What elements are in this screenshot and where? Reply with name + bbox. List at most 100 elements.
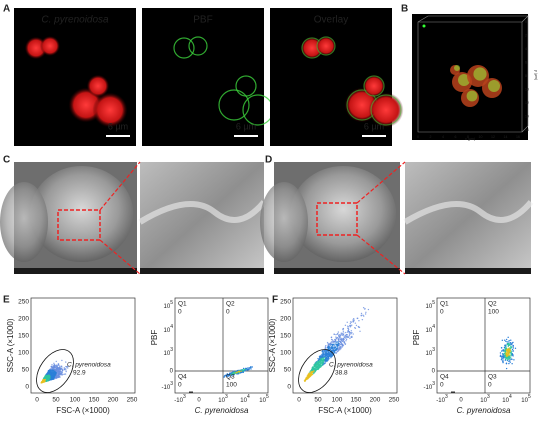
event [337, 333, 339, 335]
event [502, 361, 504, 364]
event [333, 333, 335, 336]
tick-exp: 5 [170, 300, 173, 306]
plot-frame [174, 297, 269, 394]
event [346, 331, 349, 333]
event [337, 348, 339, 350]
plot-frame [436, 297, 531, 394]
event [504, 359, 507, 361]
event [352, 333, 354, 335]
event [505, 338, 508, 341]
micrograph: Overlay 6 µm [270, 8, 404, 146]
event [321, 359, 323, 362]
tick-base: 10 [521, 398, 528, 404]
event [344, 335, 347, 337]
event [48, 376, 51, 379]
event [322, 357, 324, 359]
event [328, 351, 331, 353]
y-tick-label: 10 [525, 87, 529, 91]
event [231, 375, 233, 377]
event [358, 319, 360, 322]
event [332, 347, 335, 350]
event [51, 364, 53, 366]
event [63, 367, 65, 369]
event [341, 340, 344, 343]
event [346, 325, 349, 327]
render-green [458, 74, 470, 86]
event [313, 365, 315, 368]
event [349, 324, 351, 327]
event [322, 364, 324, 366]
event [65, 361, 67, 363]
micrograph: C. pyrenoidosa 6 µm [14, 8, 136, 146]
event [344, 343, 347, 345]
event [507, 358, 510, 360]
event [340, 339, 343, 341]
event [51, 367, 54, 369]
event [354, 322, 357, 324]
event [228, 374, 231, 377]
x-axis-label: FSC-A (×1000) [56, 406, 110, 415]
tick-base: 10 [426, 328, 433, 334]
event [347, 327, 349, 329]
event [512, 345, 514, 348]
event [335, 348, 338, 350]
event [508, 349, 510, 352]
x-axis-label: FSC-A (×1000) [318, 406, 372, 415]
event [318, 358, 321, 361]
event [332, 346, 334, 349]
event [355, 324, 358, 327]
y-tick-label: 12 [525, 101, 529, 105]
event [364, 308, 366, 310]
sem-footer [405, 268, 531, 274]
event [352, 317, 355, 320]
red-cell [368, 92, 404, 128]
panel-label: B [401, 4, 408, 15]
event [314, 370, 316, 373]
event [342, 334, 345, 336]
event [338, 334, 341, 336]
tick-base: 10 [164, 328, 171, 334]
event [241, 371, 244, 373]
x-tick-label: 150 [351, 397, 362, 404]
event [324, 355, 327, 358]
event [512, 350, 514, 352]
gate [36, 349, 74, 393]
event [308, 373, 310, 375]
event [505, 362, 508, 364]
event [308, 374, 311, 377]
event [337, 342, 340, 344]
event [508, 356, 510, 358]
event [64, 368, 67, 370]
event [344, 337, 347, 339]
event [508, 360, 510, 362]
x-tick-label: 0 [297, 397, 301, 404]
zoom-line [356, 161, 406, 204]
event [500, 347, 503, 349]
event [60, 365, 63, 368]
y-tick-label: -103 [424, 381, 436, 390]
event [312, 366, 314, 369]
gate-label: C. pyrenoidosa [67, 362, 111, 369]
event [55, 375, 58, 378]
y-axis-label: SSC-A (×1000) [268, 318, 277, 372]
event [59, 365, 61, 367]
event [323, 351, 325, 354]
x-tick-label: -103 [174, 394, 186, 403]
event [333, 344, 336, 346]
event [315, 364, 317, 367]
event [346, 337, 348, 339]
tick-exp: 3 [183, 394, 186, 400]
event [60, 373, 62, 375]
event [315, 368, 318, 370]
x-tick-label: 0 [459, 398, 463, 404]
event [304, 380, 306, 382]
quadrant-value: 0 [440, 382, 444, 389]
event [505, 367, 508, 370]
event [506, 355, 508, 357]
event [504, 344, 507, 346]
y-tick-label: 14 [525, 114, 529, 118]
x-tick-label: -103 [436, 394, 448, 403]
quadrant-name: Q3 [488, 374, 497, 381]
event [65, 369, 67, 371]
tick-exp: 4 [432, 324, 435, 330]
